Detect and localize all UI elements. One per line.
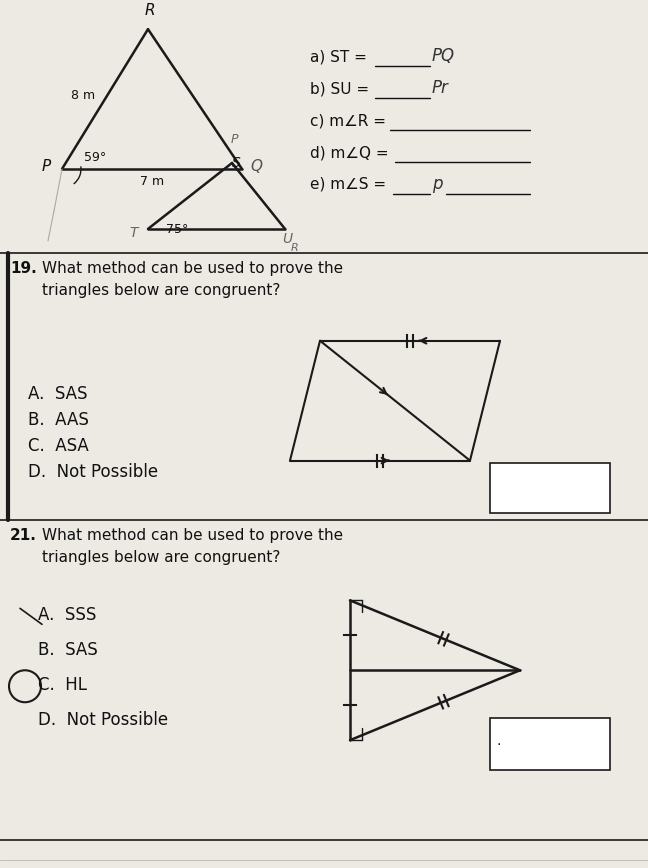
Text: B.  AAS: B. AAS [28, 411, 89, 429]
Text: S: S [231, 156, 240, 170]
Text: c) m∠R =: c) m∠R = [310, 113, 386, 128]
Text: Q: Q [250, 159, 262, 174]
Text: b) SU =: b) SU = [310, 81, 369, 96]
Text: PQ: PQ [432, 47, 455, 65]
Text: P: P [41, 159, 51, 174]
Text: 19.: 19. [10, 261, 37, 276]
Text: P: P [230, 133, 238, 146]
Text: 75°: 75° [166, 223, 189, 236]
Text: B.  SAS: B. SAS [38, 641, 98, 660]
Text: R: R [145, 3, 156, 18]
Text: .: . [497, 734, 502, 748]
Text: R: R [291, 243, 299, 253]
Text: T: T [130, 226, 138, 240]
Text: D.  Not Possible: D. Not Possible [38, 711, 168, 729]
Text: D.  Not Possible: D. Not Possible [28, 463, 158, 481]
Text: U: U [282, 232, 292, 246]
Text: What method can be used to prove the: What method can be used to prove the [42, 261, 343, 276]
Bar [490, 463, 610, 512]
Text: C.  ASA: C. ASA [28, 437, 89, 455]
Text: C.  HL: C. HL [38, 676, 87, 694]
Text: e) m∠S =: e) m∠S = [310, 177, 386, 192]
Text: 7 m: 7 m [140, 175, 164, 188]
Text: What method can be used to prove the: What method can be used to prove the [42, 529, 343, 543]
Bar [490, 718, 610, 770]
Text: 8 m: 8 m [71, 89, 95, 102]
Text: d) m∠Q =: d) m∠Q = [310, 145, 389, 160]
Text: triangles below are congruent?: triangles below are congruent? [42, 550, 281, 565]
Text: triangles below are congruent?: triangles below are congruent? [42, 283, 281, 298]
Text: A.  SAS: A. SAS [28, 385, 87, 403]
Text: Pr: Pr [432, 79, 449, 97]
Text: a) ST =: a) ST = [310, 49, 367, 64]
Text: p: p [432, 175, 443, 193]
Text: 59°: 59° [84, 151, 106, 164]
Text: A.  SSS: A. SSS [38, 607, 97, 624]
Text: 21.: 21. [10, 529, 37, 543]
